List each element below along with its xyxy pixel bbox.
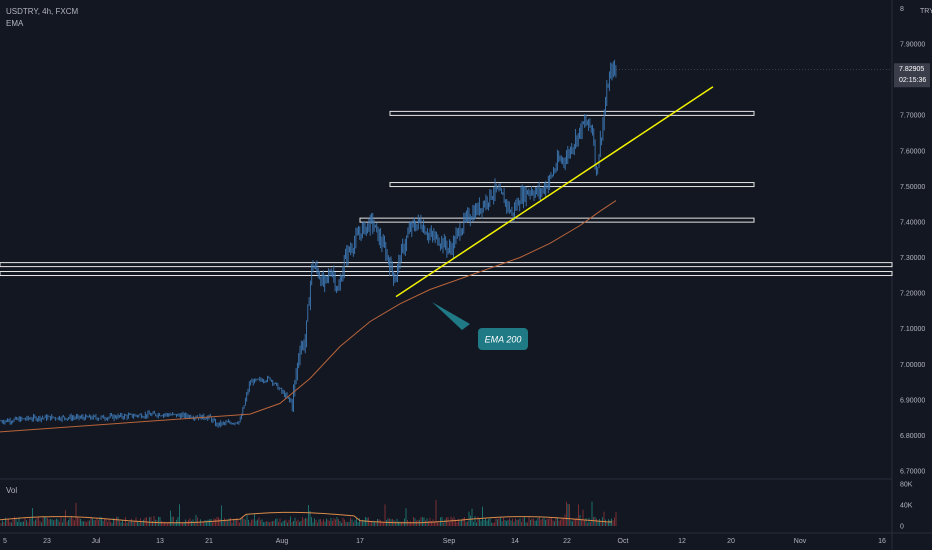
price-tick-label: 7.50000 (900, 184, 925, 191)
time-tick-label: Oct (618, 538, 629, 545)
price-tick-label: 6.90000 (900, 397, 925, 404)
time-tick-label: 16 (878, 538, 886, 545)
callout-pointer (432, 302, 470, 330)
support-resistance-level (389, 182, 755, 188)
volume-tick-label: 40K (900, 503, 913, 510)
support-resistance-level (0, 262, 893, 268)
time-tick-label: 22 (563, 538, 571, 545)
callout-box (478, 328, 528, 350)
price-tag-countdown: 02:15:36 (899, 77, 926, 84)
price-tick-label: 7.20000 (900, 291, 925, 298)
time-tick-label: 23 (43, 538, 51, 545)
time-tick-label: Sep (443, 538, 456, 545)
price-tag-box (894, 63, 930, 88)
time-tick-label: Aug (276, 538, 289, 545)
price-tick-label: 7.60000 (900, 148, 925, 155)
time-tick-label: 17 (356, 538, 364, 545)
callout-text: EMA 200 (485, 335, 522, 345)
volume-tick-label: 0 (900, 524, 904, 531)
ema-callout: EMA 200 (432, 302, 528, 350)
volume-ma-line (0, 511, 613, 524)
price-tick-label: 7.90000 (900, 42, 925, 49)
support-resistance-level (0, 271, 893, 277)
price-axis-top-label: 8 (900, 6, 904, 13)
time-tick-label: 12 (678, 538, 686, 545)
price-tick-label: 7.00000 (900, 362, 925, 369)
yellow-trendline (395, 86, 714, 298)
time-tick-label: 13 (156, 538, 164, 545)
time-tick-label: 21 (205, 538, 213, 545)
volume-bars-group (0, 499, 617, 526)
currency-label: TRY (920, 8, 932, 15)
time-tick-label: 20 (727, 538, 735, 545)
candles-group (0, 59, 617, 428)
time-tick-label: 14 (511, 538, 519, 545)
volume-tick-label: 80K (900, 482, 913, 489)
chart-legend: USDTRY, 4h, FXCM EMA (6, 6, 78, 30)
price-tick-label: 6.70000 (900, 469, 925, 476)
indicator-label[interactable]: EMA (6, 19, 24, 28)
time-tick-label: 5 (3, 538, 7, 545)
price-tick-label: 7.40000 (900, 219, 925, 226)
price-tag-value: 7.82905 (899, 66, 924, 73)
price-tick-label: 7.10000 (900, 326, 925, 333)
volume-label[interactable]: Vol (6, 486, 18, 495)
support-resistance-level (389, 110, 755, 116)
time-tick-label: Jul (92, 538, 101, 545)
ema-200-line (0, 200, 617, 433)
support-resistance-level (359, 217, 755, 223)
price-tick-label: 7.30000 (900, 255, 925, 262)
symbol-title[interactable]: USDTRY, 4h, FXCM (6, 7, 79, 16)
price-tick-label: 7.70000 (900, 113, 925, 120)
price-tick-label: 6.80000 (900, 433, 925, 440)
time-tick-label: Nov (794, 538, 807, 545)
